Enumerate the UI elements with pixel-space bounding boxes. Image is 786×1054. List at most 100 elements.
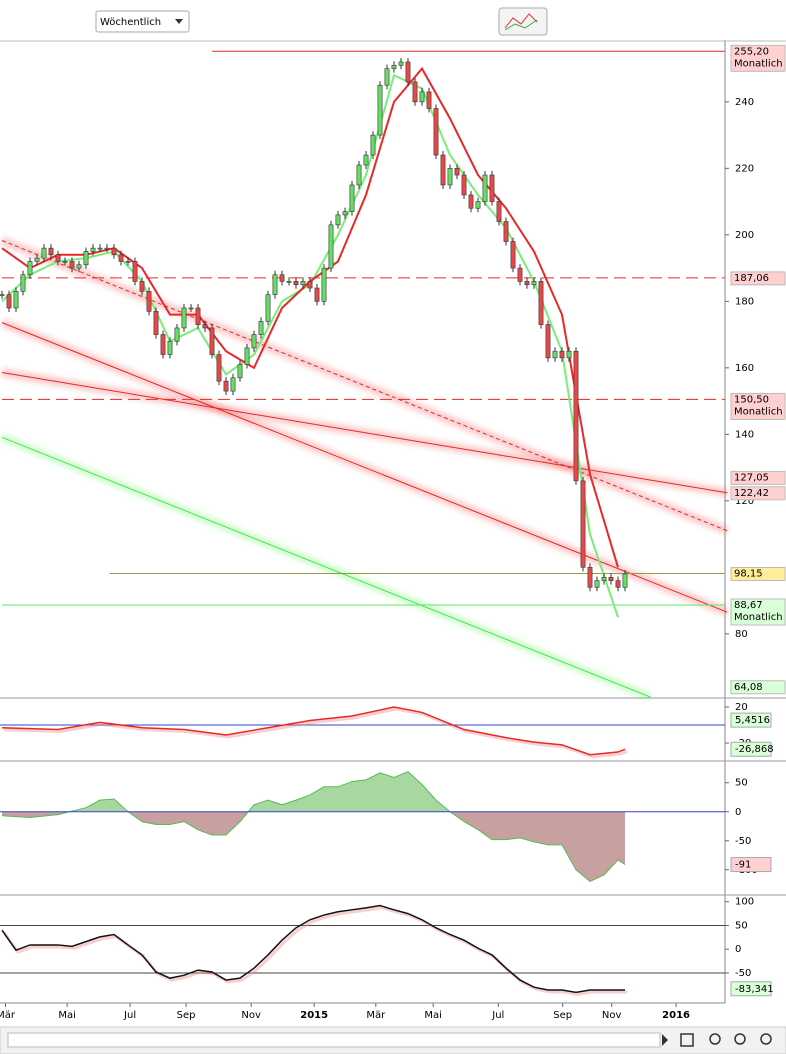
indicator-line	[1, 904, 625, 994]
candle	[573, 350, 579, 482]
candle	[475, 201, 481, 209]
scroll-right[interactable]	[662, 1034, 668, 1046]
candle	[125, 261, 131, 263]
candle	[391, 64, 397, 69]
candle	[405, 61, 411, 83]
scrollbar[interactable]	[7, 1032, 661, 1048]
candle	[524, 281, 530, 286]
level-label: 127,05	[734, 472, 769, 483]
zoom-out[interactable]	[734, 1033, 746, 1045]
y-tick-label: 50	[735, 920, 748, 931]
candle	[76, 264, 82, 269]
level-note: Monatlich	[734, 58, 783, 69]
y-tick-label: 200	[735, 230, 754, 241]
candle	[167, 340, 173, 355]
candle	[342, 211, 348, 216]
indicator-button[interactable]	[498, 7, 548, 36]
level-label: 64,08	[734, 682, 763, 693]
candle	[489, 174, 495, 202]
x-tick-label: Mär	[366, 1010, 386, 1021]
candle	[370, 134, 376, 156]
candle	[216, 354, 222, 382]
x-tick-label: Jul	[123, 1010, 136, 1021]
candle	[559, 350, 565, 359]
candle	[69, 261, 75, 269]
y-tick-label: 120	[735, 496, 754, 507]
candle	[279, 274, 285, 282]
candle	[230, 377, 236, 392]
candle	[335, 214, 341, 226]
level-box	[730, 271, 786, 286]
value-box	[730, 741, 772, 757]
candle	[503, 221, 509, 242]
zoom-fit[interactable]	[709, 1033, 721, 1045]
candle	[594, 580, 600, 588]
value-label: 5,4516	[735, 715, 770, 726]
indicator-shadow	[3, 707, 628, 759]
candle	[349, 184, 355, 212]
trendline-glow	[0, 236, 729, 535]
candle	[426, 91, 432, 109]
candle	[202, 324, 208, 329]
candle	[510, 241, 516, 269]
dropdown[interactable]	[95, 10, 190, 33]
y-tick-label: 180	[735, 296, 754, 307]
interval-select[interactable]: Wöchentlich	[95, 10, 190, 33]
level-box	[730, 392, 786, 420]
candle	[209, 327, 215, 355]
y-tick-label: 100	[735, 897, 754, 908]
level-box	[730, 44, 786, 72]
area	[2, 771, 625, 882]
x-tick-label: Mär	[0, 1010, 16, 1021]
level-box	[730, 680, 786, 695]
x-tick-label: Nov	[241, 1010, 261, 1021]
x-tick-label: Sep	[177, 1010, 196, 1021]
level-label: 98,15	[734, 568, 763, 579]
x-tick-label: Jul	[491, 1010, 504, 1021]
candle	[622, 573, 628, 588]
dropdown-arrow[interactable]	[175, 19, 183, 24]
candle	[363, 154, 369, 166]
candle	[258, 320, 264, 335]
value-box	[730, 712, 772, 728]
indicator-shadow	[2, 906, 627, 996]
x-tick-label: Sep	[553, 1010, 572, 1021]
candle	[454, 168, 460, 176]
level-label: 187,06	[734, 273, 769, 284]
candle	[55, 254, 61, 262]
candle	[307, 281, 313, 289]
candle	[27, 261, 33, 276]
candle	[566, 350, 572, 359]
candle	[160, 334, 166, 355]
candle	[377, 84, 383, 136]
candle	[517, 267, 523, 282]
value-box	[730, 857, 772, 873]
candle	[608, 577, 614, 581]
candle	[251, 334, 257, 349]
candle	[601, 577, 607, 581]
interval-label[interactable]: Wöchentlich	[100, 17, 161, 28]
candle	[174, 327, 180, 342]
value-box	[730, 981, 772, 997]
candle	[419, 91, 425, 103]
tool-icon[interactable]	[680, 1033, 694, 1047]
candle	[223, 380, 229, 392]
candle	[496, 201, 502, 222]
candle	[20, 274, 26, 292]
trendline	[1, 371, 728, 494]
candle	[90, 247, 96, 252]
level-label: 88,67	[734, 600, 763, 611]
candle	[587, 567, 593, 588]
zoom-in[interactable]	[760, 1033, 772, 1045]
candle	[13, 291, 19, 309]
candle	[468, 194, 474, 209]
value-label: -26,868	[735, 744, 774, 755]
candle	[461, 174, 467, 196]
candle	[447, 168, 453, 186]
candle	[111, 247, 117, 256]
candle	[314, 287, 320, 302]
indicator-line	[1, 706, 626, 756]
